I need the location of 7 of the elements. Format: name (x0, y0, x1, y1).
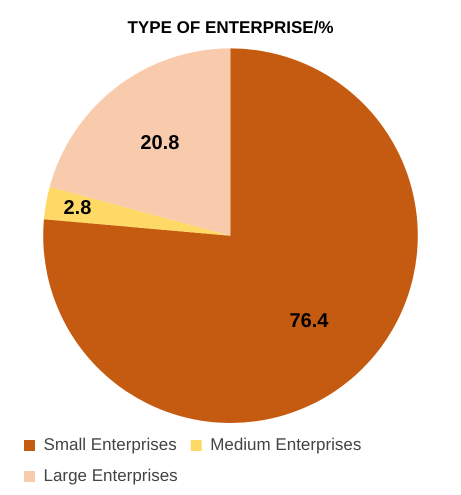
data-label: 20.8 (140, 132, 180, 154)
legend-label: Large Enterprises (44, 466, 178, 486)
chart-title: TYPE OF ENTERPRISE/% (128, 18, 334, 37)
legend-label: Small Enterprises (44, 435, 177, 454)
data-label: 76.4 (289, 310, 330, 332)
data-label: 2.8 (64, 197, 92, 220)
legend-label: Medium Enterprises (210, 435, 362, 454)
